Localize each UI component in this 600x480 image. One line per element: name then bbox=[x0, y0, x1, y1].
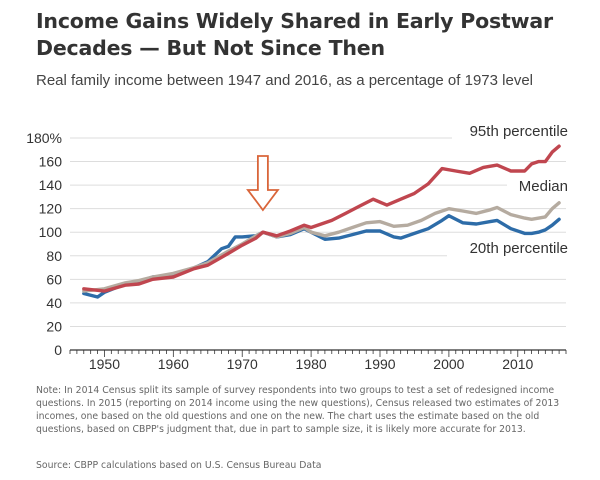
label-bg-p20 bbox=[447, 238, 570, 258]
annotations bbox=[246, 155, 280, 212]
x-tick-label: 1980 bbox=[296, 356, 327, 372]
label-bg-p95 bbox=[452, 121, 570, 141]
label-bg-median bbox=[507, 176, 570, 196]
y-tick-label: 180% bbox=[26, 130, 62, 146]
x-tick-label: 2010 bbox=[502, 356, 533, 372]
y-tick-label: 40 bbox=[46, 295, 62, 311]
x-tick-label: 1950 bbox=[89, 356, 120, 372]
y-tick-label: 140 bbox=[39, 177, 63, 193]
x-tick-label: 1960 bbox=[158, 356, 189, 372]
down-arrow-icon bbox=[246, 155, 280, 212]
series-lines bbox=[82, 144, 561, 299]
axes: 0 20 40 60 80 100 120 140 160 180% 1950 1960 1970 198… bbox=[26, 130, 567, 372]
x-tick-label: 2000 bbox=[433, 356, 464, 372]
series-labels: 95th percentile Median 20th percentile bbox=[447, 121, 570, 258]
y-tick-label: 120 bbox=[39, 201, 63, 217]
series-label-p20: 20th percentile bbox=[470, 240, 568, 257]
x-tick-label: 1970 bbox=[227, 356, 258, 372]
series-label-median: Median bbox=[519, 178, 568, 195]
y-tick-label: 20 bbox=[46, 318, 62, 334]
chart-source: Source: CBPP calculations based on U.S. … bbox=[36, 460, 322, 471]
chart-subtitle: Real family income between 1947 and 2016… bbox=[36, 72, 533, 89]
x-tick-label: 1990 bbox=[364, 356, 395, 372]
y-tick-label: 60 bbox=[46, 271, 62, 287]
y-tick-label: 0 bbox=[54, 342, 62, 358]
y-tick-label: 160 bbox=[39, 154, 63, 170]
chart-note: Note: In 2014 Census split its sample of… bbox=[36, 385, 560, 435]
series-label-p95: 95th percentile bbox=[470, 123, 568, 140]
chart-title: Income Gains Widely Shared in Early Post… bbox=[36, 9, 553, 60]
series-line-p95 bbox=[82, 144, 561, 293]
y-tick-label: 80 bbox=[46, 248, 62, 264]
income-line-chart: 0 20 40 60 80 100 120 140 160 180% 1950 1960 1970 198… bbox=[26, 121, 570, 372]
y-tick-label: 100 bbox=[39, 224, 63, 240]
